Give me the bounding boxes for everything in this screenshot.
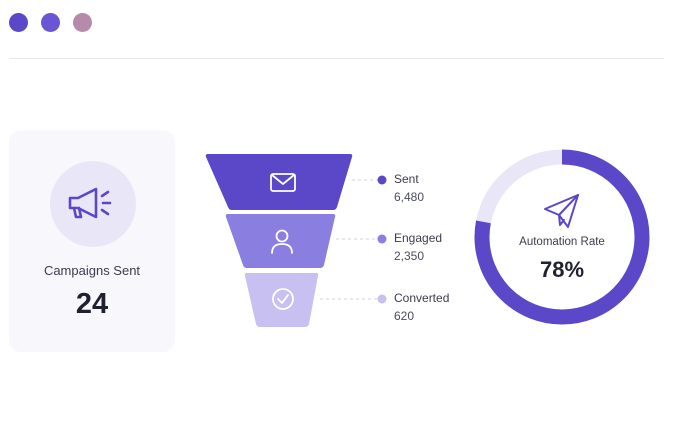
legend-label-engaged: Engaged	[394, 231, 443, 245]
header-divider	[9, 58, 664, 59]
campaigns-sent-card: Campaigns Sent 24	[9, 130, 175, 352]
legend-value-sent: 6,480	[394, 190, 425, 204]
paper-plane-icon	[544, 194, 579, 228]
megaphone-icon-badge	[50, 161, 136, 247]
legend-value-converted: 620	[394, 309, 415, 323]
legend-dot-engaged	[377, 234, 387, 244]
automation-rate-value: 78%	[539, 257, 585, 282]
user-icon	[271, 229, 293, 254]
legend-value-engaged: 2,350	[394, 249, 425, 263]
window-dot-1[interactable]	[9, 13, 28, 32]
legend-label-sent: Sent	[394, 172, 419, 186]
funnel-stage-converted[interactable]	[244, 273, 319, 327]
automation-rate-donut	[474, 149, 650, 325]
mail-icon	[270, 173, 296, 192]
funnel-stage-engaged[interactable]	[225, 214, 336, 268]
campaigns-sent-label: Campaigns Sent	[43, 263, 141, 278]
check-circle-icon	[272, 288, 294, 310]
campaigns-sent-value: 24	[75, 288, 109, 320]
legend-label-converted: Converted	[394, 291, 450, 305]
window-dot-2[interactable]	[41, 13, 60, 32]
funnel-stage-sent[interactable]	[205, 154, 353, 210]
legend-dot-sent	[377, 175, 387, 185]
automation-rate-label: Automation Rate	[519, 236, 605, 248]
window-controls	[9, 13, 92, 32]
megaphone-icon	[68, 187, 112, 219]
window-dot-3[interactable]	[73, 13, 92, 32]
legend-dot-converted	[377, 294, 387, 304]
donut-progress	[474, 149, 650, 325]
